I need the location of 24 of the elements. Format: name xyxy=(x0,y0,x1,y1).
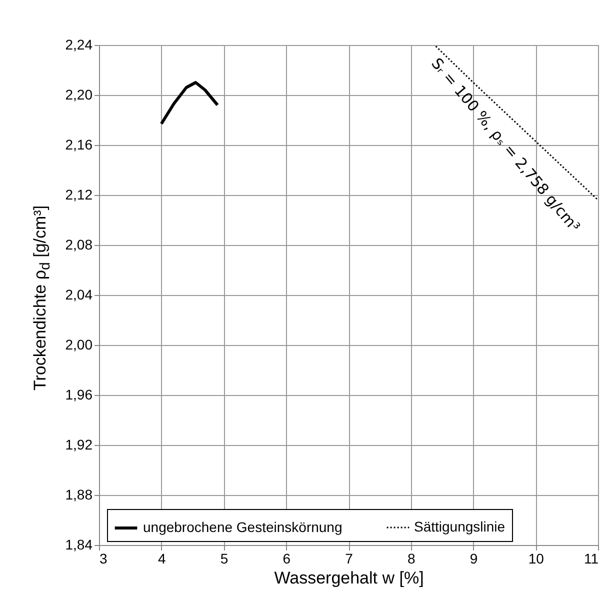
x-tick-label: 11 xyxy=(584,550,599,566)
x-tick-label: 5 xyxy=(220,550,228,566)
x-tick-label: 8 xyxy=(407,550,416,566)
y-tick-label: 1,92 xyxy=(65,436,93,452)
x-tick-label: 3 xyxy=(100,550,108,566)
x-tick-label: 4 xyxy=(158,550,166,566)
y-tick-label: 2,16 xyxy=(65,136,93,152)
x-tick-label: 9 xyxy=(470,550,478,566)
y-tick-label: 2,00 xyxy=(65,336,93,352)
y-tick-label: 2,04 xyxy=(65,286,93,302)
y-tick-label: 1,84 xyxy=(65,536,93,552)
y-tick-label: 2,08 xyxy=(65,236,93,252)
y-tick-label: 1,96 xyxy=(65,386,93,402)
legend-label: ungebrochene Gesteinskörnung xyxy=(143,519,342,535)
x-axis-title: Wassergehalt w [%] xyxy=(274,568,424,588)
legend-label: Sättigungslinie xyxy=(414,518,506,534)
x-tick-label: 7 xyxy=(345,550,354,566)
y-tick-label: 2,20 xyxy=(65,86,93,102)
x-tick-label: 10 xyxy=(528,550,544,566)
y-tick-label: 2,24 xyxy=(65,36,93,52)
y-tick-label: 2,12 xyxy=(65,186,93,202)
line-series xyxy=(160,81,220,126)
x-tick-label: 6 xyxy=(282,550,291,566)
y-tick-label: 1,88 xyxy=(65,486,93,502)
